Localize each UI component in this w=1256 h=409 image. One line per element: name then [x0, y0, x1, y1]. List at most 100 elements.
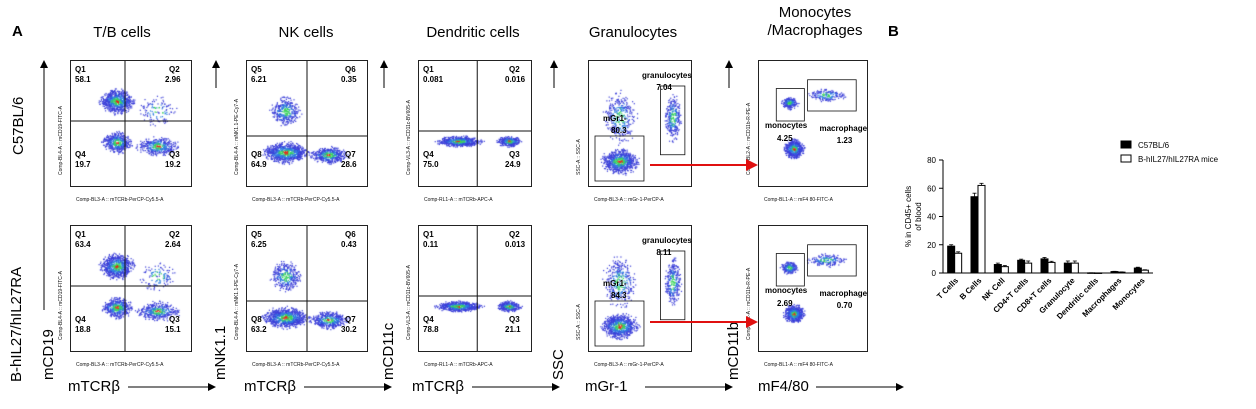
quadrant-value: 21.1 — [505, 325, 521, 334]
bar — [1063, 262, 1072, 274]
gate-macrophage — [807, 244, 857, 277]
gate-value: 1.23 — [836, 136, 853, 145]
quadrant-value: 28.6 — [341, 160, 357, 169]
y-axis-arrow — [725, 60, 733, 88]
quadrant-name: Q2 — [509, 230, 520, 239]
flow-plot: monocytes 2.69 macrophage 0.70 — [758, 225, 868, 352]
quadrant-value: 75.0 — [423, 160, 439, 169]
gate-name: mGr1- — [603, 113, 627, 123]
x-axis-arrow — [304, 383, 392, 391]
quadrant-name: Q1 — [75, 230, 86, 239]
bar — [1024, 262, 1033, 274]
mini-x-axis-label: Comp-BL3-A :: mTCRb-PerCP-Cy5.5-A — [252, 362, 340, 368]
gate-granulocytes — [660, 85, 686, 156]
flow-scatter-canvas — [759, 226, 867, 351]
x-axis-arrow — [472, 383, 560, 391]
gate-name: monocytes — [765, 286, 808, 295]
row-label: C57BL/6 — [10, 96, 27, 155]
y-tick-label: 0 — [932, 269, 937, 278]
legend-label: B-hIL27/hIL27RA mice — [1138, 155, 1219, 164]
legend-swatch — [1120, 140, 1132, 149]
quadrant-name: Q6 — [345, 65, 356, 74]
quadrant-value: 24.9 — [505, 160, 521, 169]
bar — [993, 264, 1002, 274]
x-tick-label: B Cells — [958, 276, 984, 302]
quadrant-value: 64.9 — [251, 160, 267, 169]
bar — [1040, 258, 1049, 274]
bar — [1017, 259, 1026, 274]
big-x-axis-label: mGr-1 — [585, 378, 628, 395]
gate-name: macrophage — [819, 123, 868, 133]
y-tick-label: 40 — [927, 213, 936, 222]
mini-y-axis-label: SSC-A :: SSC-A — [576, 139, 582, 175]
gate-value: 8.11 — [656, 248, 672, 257]
gate-mgr1 — [594, 300, 645, 347]
gate-monocytes — [775, 88, 805, 122]
column-title: NK cells — [278, 24, 334, 41]
bar — [1070, 262, 1079, 274]
mini-y-axis-label: Comp-BL2-A :: mCD11b-R-PE-A — [746, 267, 752, 340]
flow-scatter-canvas — [589, 226, 691, 351]
quadrant-name: Q2 — [169, 230, 180, 239]
gate-name: monocytes — [765, 121, 808, 130]
gate-overlay — [419, 61, 531, 186]
y-axis-arrow — [550, 60, 558, 88]
quadrant-value: 19.7 — [75, 160, 91, 169]
flow-plot: Q1 58.1 Q2 2.96 Q4 19.7 Q3 19.2 — [70, 60, 192, 187]
quadrant-name: Q4 — [75, 150, 86, 159]
gate-overlay — [71, 61, 191, 186]
gate-overlay — [775, 79, 857, 122]
quadrant-value: 78.8 — [423, 325, 439, 334]
quadrant-name: Q3 — [169, 150, 180, 159]
mini-y-axis-label: SSC-A :: SSC-A — [576, 304, 582, 340]
quadrant-name: Q4 — [75, 315, 86, 324]
mini-y-axis-label: Comp-VL3-A :: mCD11c-BV605-A — [406, 100, 412, 175]
flow-plot: monocytes 4.25 macrophage 1.23 — [758, 60, 868, 187]
quadrant-name: Q1 — [75, 65, 86, 74]
y-tick-label: 80 — [927, 156, 936, 165]
flow-scatter-canvas — [759, 61, 867, 186]
quadrant-name: Q4 — [423, 315, 434, 324]
mini-x-axis-label: Comp-BL3-A :: mTCRb-PerCP-Cy5.5-A — [252, 197, 340, 203]
quadrant-name: Q3 — [509, 315, 520, 324]
big-x-axis-label: mTCRβ — [412, 378, 464, 395]
gate-name: mGr1- — [603, 278, 627, 288]
flow-plot: granulocytes 7.04 mGr1- 80.3 — [588, 60, 692, 187]
gate-name: macrophage — [819, 288, 868, 298]
quadrant-name: Q8 — [251, 315, 262, 324]
gate-value: 84.3 — [611, 291, 627, 300]
bar — [1117, 271, 1126, 274]
legend-swatch — [1120, 154, 1132, 163]
row-label: B-hIL27/hIL27RA — [8, 266, 25, 382]
y-tick-label: 20 — [927, 241, 936, 250]
big-y-axis-label: mCD11c — [380, 322, 397, 380]
panel-b-label: B — [888, 23, 899, 40]
flow-plot: Q1 63.4 Q2 2.64 Q4 18.8 Q3 15.1 — [70, 225, 192, 352]
gate-name: granulocytes — [642, 236, 692, 245]
flow-plot: granulocytes 8.11 mGr1- 84.3 — [588, 225, 692, 352]
big-x-axis-label: mTCRβ — [244, 378, 296, 395]
mini-x-axis-label: Comp-BL3-A :: mGr-1-PerCP-A — [594, 362, 664, 368]
quadrant-value: 63.2 — [251, 325, 267, 334]
quadrant-value: 0.081 — [423, 75, 444, 84]
mini-x-axis-label: Comp-BL1-A :: mF4 80-FITC-A — [764, 197, 833, 203]
x-axis-arrow — [128, 383, 216, 391]
bar — [947, 245, 956, 274]
quadrant-name: Q3 — [169, 315, 180, 324]
flow-scatter-canvas — [419, 61, 531, 186]
gate-monocytes — [775, 253, 805, 287]
bar — [1133, 267, 1142, 274]
mini-y-axis-label: Comp-BL4-A :: mNK1.1-PE-Cy7-A — [234, 98, 240, 175]
quadrant-name: Q7 — [345, 150, 356, 159]
quadrant-value: 6.25 — [251, 240, 267, 249]
bar — [977, 184, 986, 274]
quadrant-value: 19.2 — [165, 160, 181, 169]
quadrant-name: Q5 — [251, 65, 262, 74]
gate-overlay — [247, 61, 367, 186]
gate-name: granulocytes — [642, 71, 692, 80]
quadrant-name: Q2 — [509, 65, 520, 74]
flow-plot: Q1 0.081 Q2 0.016 Q4 75.0 Q3 24.9 — [418, 60, 532, 187]
gate-value: 4.25 — [777, 133, 793, 143]
mini-y-axis-label: Comp-BL4-A :: mNK1.1-PE-Cy7-A — [234, 263, 240, 340]
quadrant-name: Q8 — [251, 150, 262, 159]
